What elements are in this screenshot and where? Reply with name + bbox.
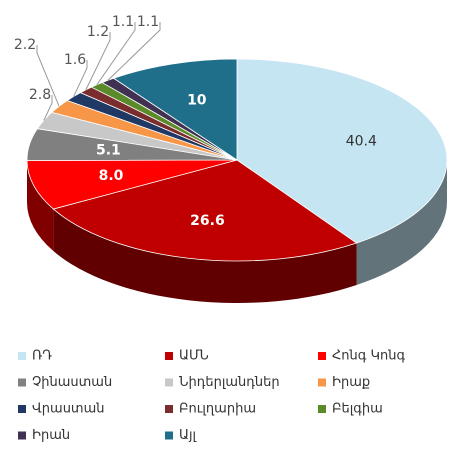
legend-swatch xyxy=(165,431,173,440)
legend-swatch xyxy=(165,378,173,387)
legend-label: Այլ xyxy=(179,428,196,443)
legend-swatch xyxy=(18,378,26,387)
leader-line xyxy=(43,95,53,121)
leader-line xyxy=(107,22,161,81)
legend-label: Նիդերլանդներ xyxy=(179,375,280,390)
legend-swatch xyxy=(318,378,326,387)
pie-slice xyxy=(52,159,358,262)
legend-label: Բելգիա xyxy=(332,402,383,417)
pie-side xyxy=(53,209,357,303)
legend-swatch xyxy=(18,352,26,360)
legend-label: Իրան xyxy=(32,428,70,443)
legend-label: Իրաք xyxy=(332,375,370,390)
pie-side xyxy=(356,160,447,286)
legend-swatch xyxy=(165,405,173,413)
data-label: 10 xyxy=(187,92,207,108)
data-label: 5.1 xyxy=(96,142,121,158)
data-label: 40.4 xyxy=(346,133,377,149)
leader-line xyxy=(73,60,88,97)
legend-label: Բուլղարիա xyxy=(179,402,256,417)
pie-slice xyxy=(26,159,238,210)
data-label: 2.8 xyxy=(29,87,51,103)
legend-label: ԱՄՆ xyxy=(179,349,209,364)
data-label: 1.1 xyxy=(112,14,134,30)
leader-line xyxy=(85,32,111,91)
pie-slice xyxy=(112,58,238,161)
legend-label: Վրաստան xyxy=(32,402,105,417)
legend-label: Չինաստան xyxy=(32,375,112,390)
legend-swatch xyxy=(18,405,26,413)
data-label: 1.2 xyxy=(87,24,109,40)
data-label: 1.1 xyxy=(137,14,159,30)
legend-label: Հոնգ Կոնգ xyxy=(332,349,405,364)
leader-line xyxy=(36,45,60,107)
legend-swatch xyxy=(318,405,326,413)
pie-side xyxy=(27,160,54,252)
data-label: 2.2 xyxy=(14,37,36,53)
legend-swatch xyxy=(18,431,26,440)
leader-line xyxy=(96,22,136,86)
legend-swatch xyxy=(318,352,326,360)
legend-swatch xyxy=(165,352,173,360)
data-label: 8.0 xyxy=(99,168,124,184)
legend-label: ՌԴ xyxy=(32,349,52,364)
data-label: 26.6 xyxy=(190,213,225,229)
pie-slice xyxy=(236,58,448,244)
data-label: 1.6 xyxy=(64,52,86,68)
